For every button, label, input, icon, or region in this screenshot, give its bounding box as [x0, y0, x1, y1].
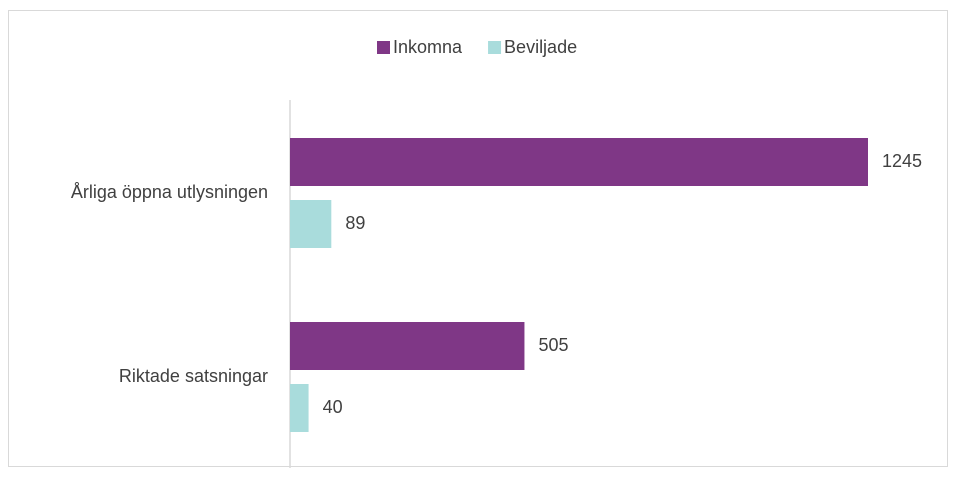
legend-label: Beviljade — [504, 37, 577, 57]
legend-swatch — [488, 41, 502, 54]
legend-label: Inkomna — [393, 37, 463, 57]
value-label: 1245 — [882, 151, 922, 171]
bar — [290, 384, 309, 432]
chart-frame — [8, 10, 948, 467]
bar — [290, 138, 868, 186]
value-label: 505 — [538, 335, 568, 355]
bar — [290, 200, 332, 248]
category-label: Årliga öppna utlysningen — [71, 182, 268, 202]
value-label: 40 — [323, 397, 343, 417]
bar — [290, 322, 525, 370]
category-label: Riktade satsningar — [119, 366, 268, 386]
value-label: 89 — [345, 213, 365, 233]
legend-swatch — [377, 41, 390, 54]
